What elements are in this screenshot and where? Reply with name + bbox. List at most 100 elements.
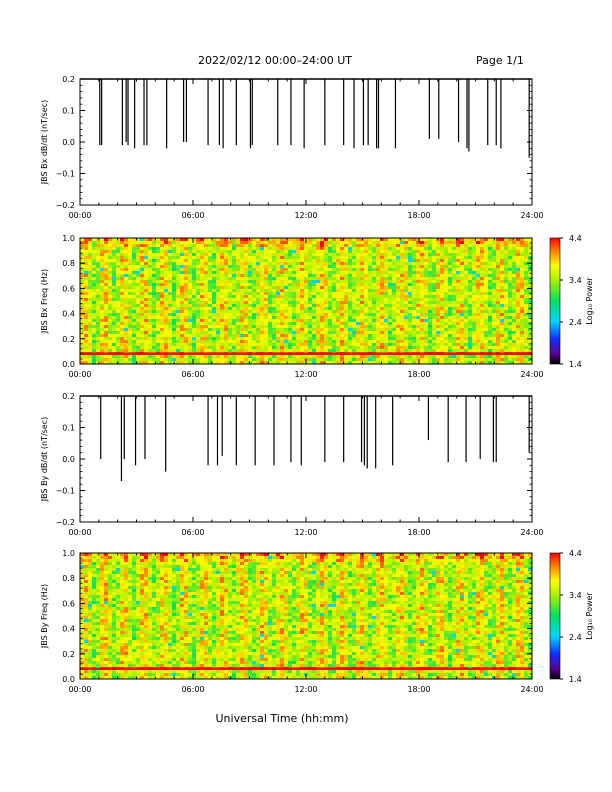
heat-cell xyxy=(452,292,457,296)
heat-cell xyxy=(164,253,169,257)
heat-cell xyxy=(88,256,93,260)
heat-cell xyxy=(376,361,381,365)
heat-cell xyxy=(140,280,145,284)
heat-cell xyxy=(240,259,245,263)
heat-cell xyxy=(224,334,229,338)
heat-cell xyxy=(492,349,497,353)
heat-cell xyxy=(316,247,321,251)
heat-cell xyxy=(164,358,169,362)
heat-cell xyxy=(508,274,513,278)
heat-cell xyxy=(316,355,321,359)
heat-cell xyxy=(252,265,257,269)
heat-cell xyxy=(272,307,277,311)
heat-cell xyxy=(528,316,533,320)
heat-cell xyxy=(396,319,401,323)
heat-cell xyxy=(472,253,477,257)
heat-cell xyxy=(380,253,385,257)
heat-cell xyxy=(528,247,533,251)
heat-cell xyxy=(472,313,477,317)
heat-cell xyxy=(424,238,429,242)
heat-cell xyxy=(224,238,229,242)
heat-cell xyxy=(316,349,321,353)
heat-cell xyxy=(316,340,321,344)
heat-cell xyxy=(192,259,197,263)
heat-cell xyxy=(104,304,109,308)
heat-cell xyxy=(104,286,109,290)
heat-cell xyxy=(472,319,477,323)
heat-cell xyxy=(320,286,325,290)
heat-cell xyxy=(356,349,361,353)
heat-cell xyxy=(108,238,113,242)
heat-cell xyxy=(468,334,473,338)
heat-cell xyxy=(184,319,189,323)
heat-cell xyxy=(320,244,325,248)
heat-cell xyxy=(276,331,281,335)
heat-cell xyxy=(212,280,217,284)
heat-cell xyxy=(124,289,129,293)
heat-cell xyxy=(440,238,445,242)
heat-cell xyxy=(84,247,89,251)
heat-cell xyxy=(464,310,469,314)
heat-cell xyxy=(152,346,157,350)
heat-cell xyxy=(460,334,465,338)
heat-cell xyxy=(172,247,177,251)
heat-cell xyxy=(312,268,317,272)
heat-cell xyxy=(528,319,533,323)
heat-cell xyxy=(388,346,393,350)
heat-cell xyxy=(236,316,241,320)
heat-cell xyxy=(196,325,201,329)
heat-cell xyxy=(156,328,161,332)
heat-cell xyxy=(504,277,509,281)
heat-cell xyxy=(412,328,417,332)
heat-cell xyxy=(364,301,369,305)
heat-cell xyxy=(160,295,165,299)
heat-cell xyxy=(328,328,333,332)
heat-cell xyxy=(428,316,433,320)
heat-cell xyxy=(292,313,297,317)
heat-cell xyxy=(160,316,165,320)
heat-cell xyxy=(176,250,181,254)
heat-cell xyxy=(172,310,177,314)
heat-cell xyxy=(448,280,453,284)
heat-cell xyxy=(312,358,317,362)
heat-cell xyxy=(296,259,301,263)
heat-cell xyxy=(400,334,405,338)
heat-cell xyxy=(400,361,405,365)
heat-cell xyxy=(180,334,185,338)
heat-cell xyxy=(80,268,85,272)
heat-cell xyxy=(144,268,149,272)
heat-cell xyxy=(284,358,289,362)
heat-cell xyxy=(116,316,121,320)
heat-cell xyxy=(364,337,369,341)
heat-cell xyxy=(264,331,269,335)
heat-cell xyxy=(420,298,425,302)
heat-cell xyxy=(384,334,389,338)
heat-cell xyxy=(176,304,181,308)
heat-cell xyxy=(512,304,517,308)
heat-cell xyxy=(212,307,217,311)
heat-cell xyxy=(400,346,405,350)
heat-cell xyxy=(92,316,97,320)
heat-cell xyxy=(364,310,369,314)
heat-cell xyxy=(224,328,229,332)
heat-cell xyxy=(224,277,229,281)
heat-cell xyxy=(204,277,209,281)
heat-cell xyxy=(132,334,137,338)
heat-cell xyxy=(460,241,465,245)
heat-cell xyxy=(340,328,345,332)
heat-cell xyxy=(496,247,501,251)
heat-cell xyxy=(240,274,245,278)
heat-cell xyxy=(252,304,257,308)
heat-cell xyxy=(112,244,117,248)
heat-cell xyxy=(376,280,381,284)
heat-cell xyxy=(288,328,293,332)
heat-cell xyxy=(376,343,381,347)
heat-cell xyxy=(408,271,413,275)
heat-cell xyxy=(180,310,185,314)
heat-cell xyxy=(176,283,181,287)
heat-cell xyxy=(524,319,529,323)
heat-cell xyxy=(112,358,117,362)
heat-cell xyxy=(160,331,165,335)
heat-cell xyxy=(168,355,173,359)
heat-cell xyxy=(440,253,445,257)
